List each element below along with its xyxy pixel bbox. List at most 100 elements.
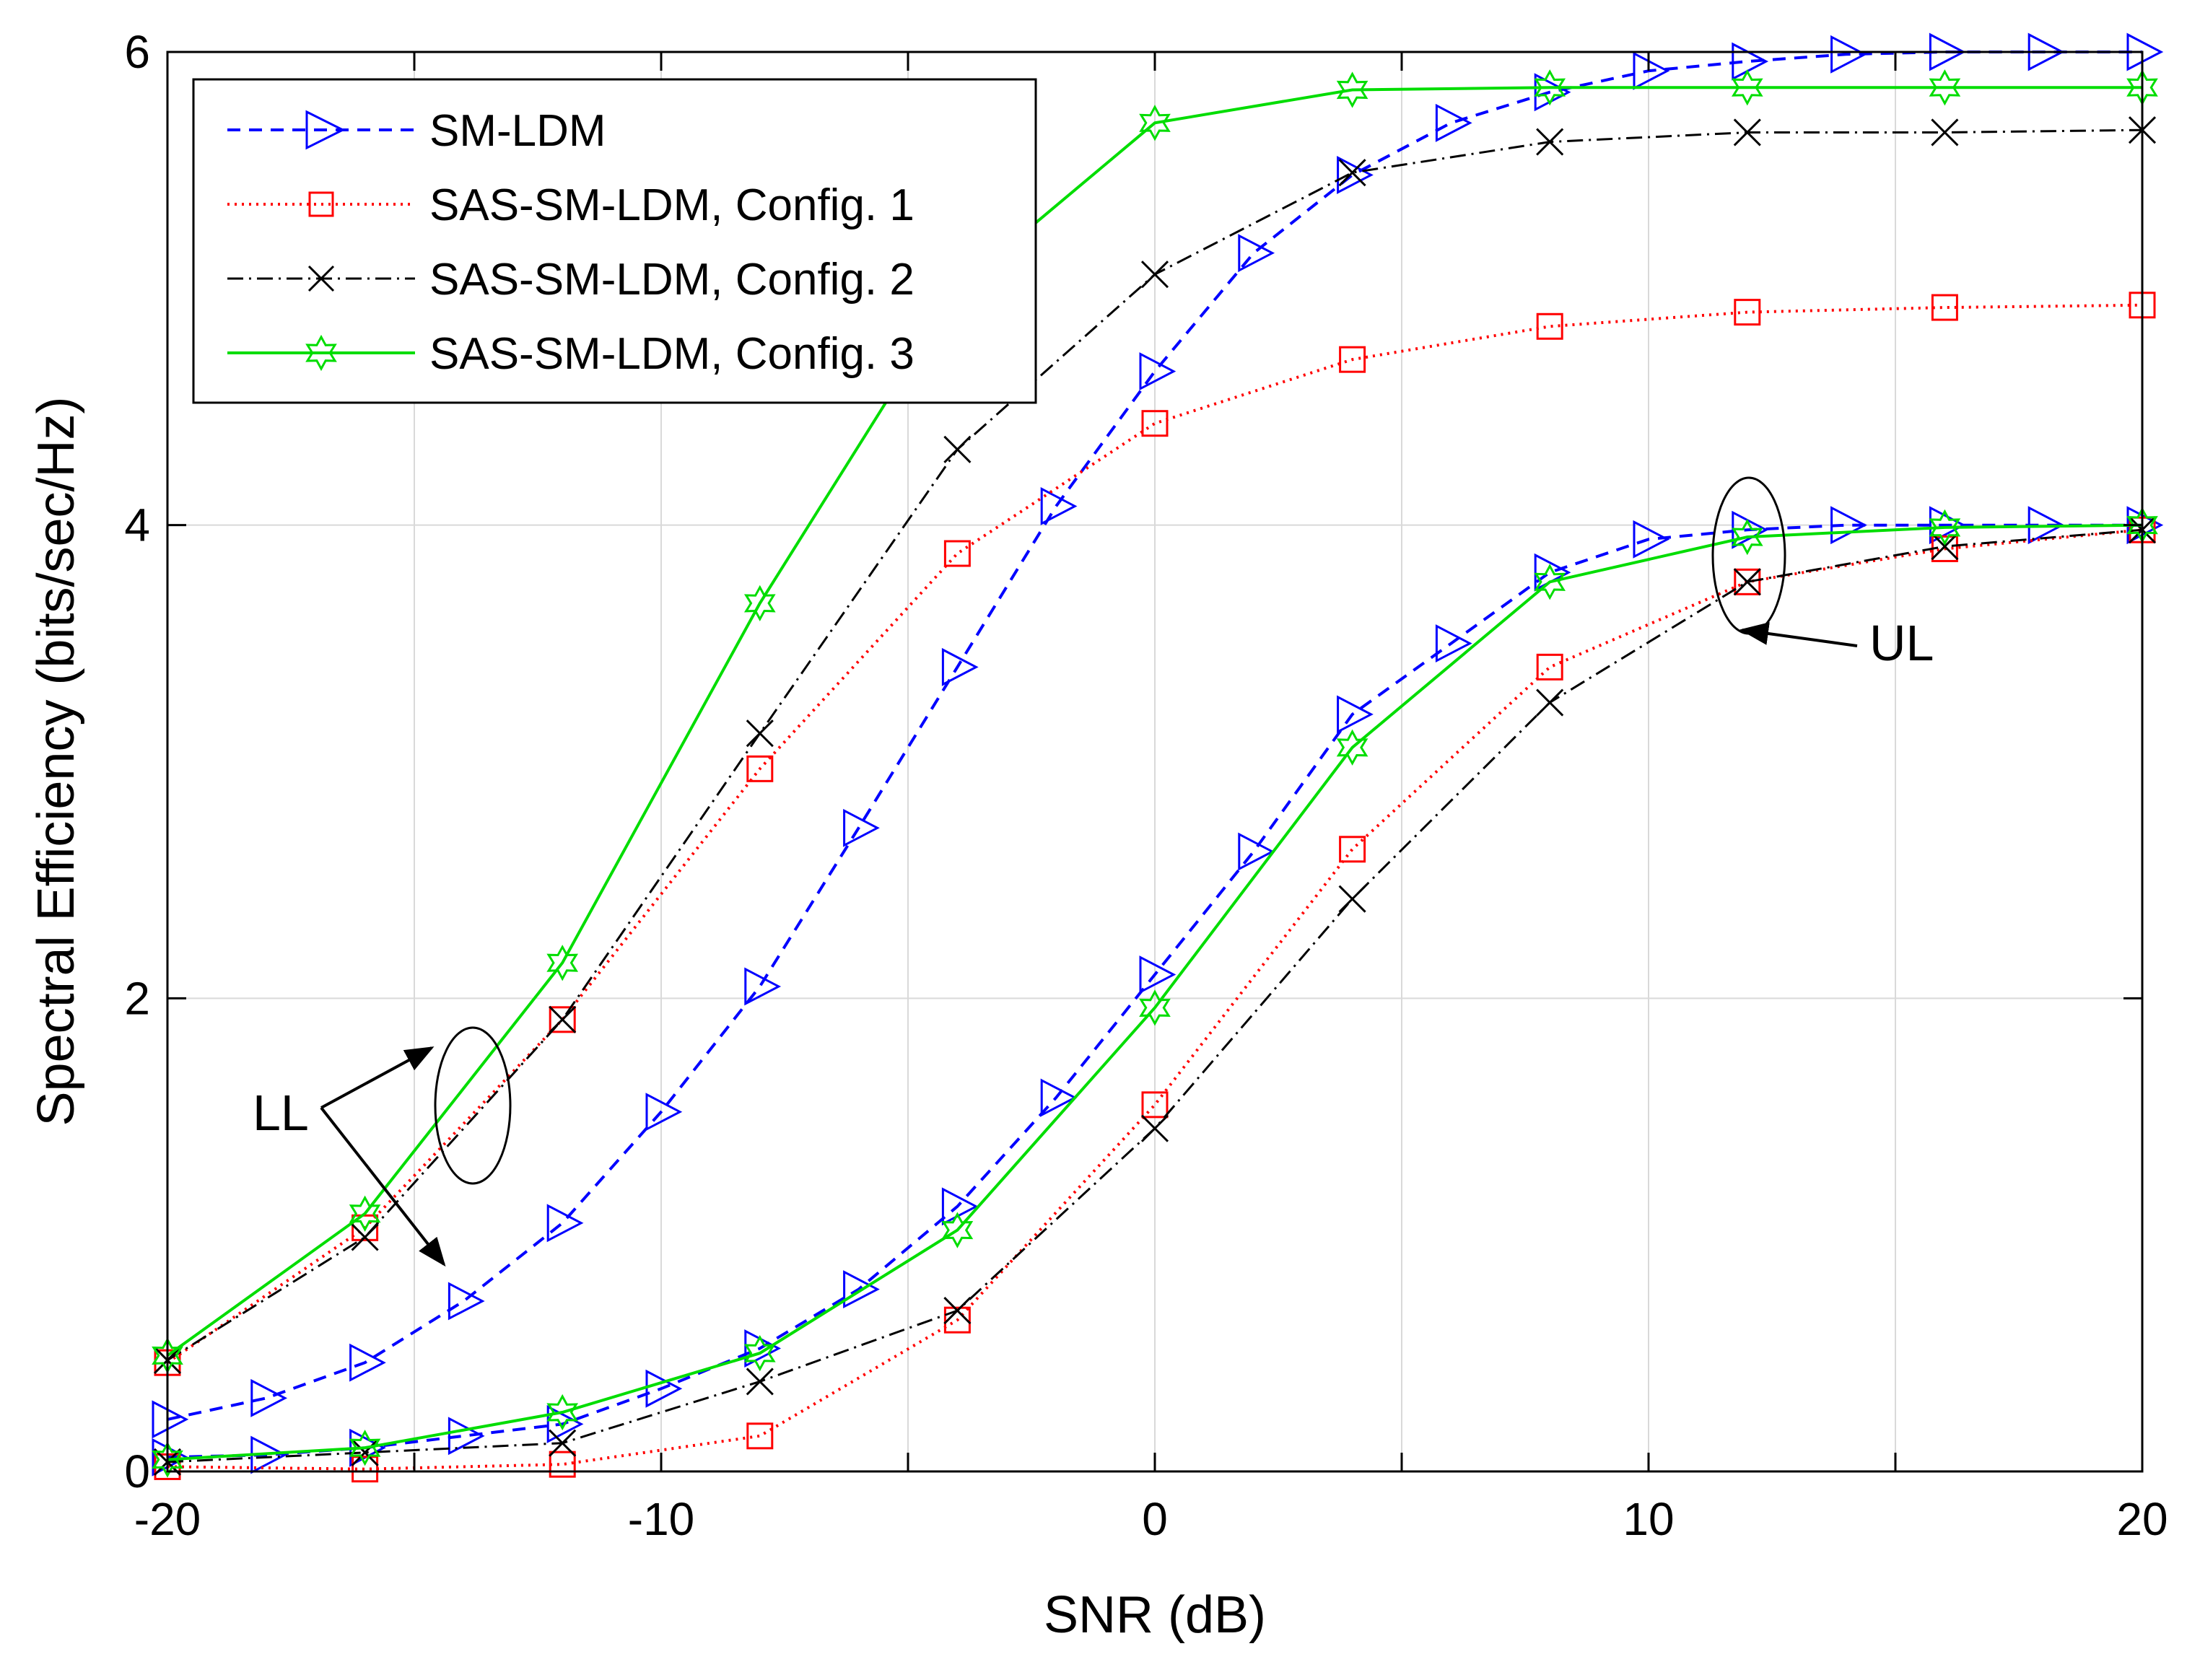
hexagram-marker — [743, 1334, 776, 1372]
square-marker — [549, 1451, 576, 1478]
triangle-marker — [1238, 234, 1275, 273]
square-marker — [1141, 410, 1169, 437]
legend-label-config-3: SAS-SM-LDM, Config. 3 — [429, 329, 914, 379]
hexagram-marker — [1139, 989, 1171, 1026]
triangle-marker — [843, 808, 880, 847]
legend-hexagram-marker — [305, 334, 337, 372]
x-marker — [549, 1429, 577, 1457]
triangle-marker — [448, 1417, 485, 1456]
legend-entry-config-2: SAS-SM-LDM, Config. 2 — [227, 255, 914, 305]
series-line — [167, 523, 2142, 1459]
square-marker — [943, 1306, 971, 1334]
triangle-marker — [448, 1282, 485, 1321]
legend-entry-sm-ldm: SM-LDM — [227, 106, 606, 156]
ul-arrow — [1739, 622, 1858, 647]
triangle-marker — [645, 1369, 683, 1408]
triangle-marker — [1435, 624, 1472, 663]
triangle-marker — [152, 1400, 189, 1439]
triangle-marker — [546, 1204, 584, 1243]
triangle-marker — [1830, 35, 1867, 74]
square-marker — [1536, 653, 1563, 681]
ll-ellipse — [434, 1026, 512, 1185]
x-marker — [549, 1005, 577, 1033]
hexagram-marker — [349, 1195, 381, 1232]
y-tick-label: 2 — [124, 972, 150, 1024]
triangle-marker — [1139, 352, 1177, 391]
square-marker — [549, 1006, 576, 1033]
triangle-marker — [1238, 832, 1275, 871]
legend-label-sm-ldm: SM-LDM — [429, 106, 606, 156]
x-axis-label: SNR (dB) — [1044, 1586, 1266, 1644]
x-marker — [1338, 159, 1366, 187]
triangle-marker — [1040, 1078, 1078, 1117]
x-tick-label: 0 — [1142, 1493, 1168, 1545]
series-layer — [152, 32, 2164, 1483]
x-tick-label: 20 — [2116, 1493, 2168, 1545]
triangle-marker — [546, 1404, 584, 1443]
hexagram-marker — [546, 945, 579, 981]
hexagram-marker — [1731, 518, 1763, 556]
triangle-marker — [1139, 955, 1177, 994]
triangle-marker — [744, 967, 782, 1006]
ll-label: LL — [253, 1085, 309, 1141]
x-marker — [351, 1438, 379, 1466]
triangle-marker — [941, 1187, 979, 1226]
square-marker — [1536, 312, 1563, 340]
hexagram-marker — [1534, 69, 1566, 106]
triangle-marker — [349, 1343, 386, 1382]
legend-entry-config-3: SAS-SM-LDM, Config. 3 — [227, 329, 914, 379]
x-marker — [943, 1297, 972, 1325]
x-tick-label: -10 — [628, 1493, 695, 1545]
triangle-marker — [1337, 155, 1374, 194]
x-marker — [746, 719, 774, 748]
series-ul-7 — [152, 507, 2158, 1478]
square-marker — [943, 540, 971, 567]
x-marker — [1140, 261, 1169, 289]
x-marker — [1931, 118, 1959, 146]
hexagram-marker — [1731, 69, 1763, 106]
x-marker — [1733, 118, 1761, 146]
annotation-ll: LL — [253, 1026, 512, 1267]
y-tick-label: 6 — [124, 26, 150, 78]
triangle-marker — [250, 1378, 288, 1417]
square-marker — [1734, 568, 1761, 595]
square-marker — [1339, 836, 1366, 863]
x-marker — [1140, 1114, 1169, 1142]
square-marker — [746, 1422, 774, 1450]
legend: SM-LDM SAS-SM-LDM, Config. 1 SAS-SM-LDM,… — [192, 78, 1037, 404]
legend-x-marker — [307, 265, 335, 292]
square-marker — [352, 1456, 379, 1483]
series-ll-0 — [152, 32, 2164, 1439]
ll-arrow-lower — [320, 1106, 446, 1267]
legend-entry-config-1: SAS-SM-LDM, Config. 1 — [227, 180, 914, 230]
x-marker — [1536, 688, 1564, 717]
hexagram-marker — [1929, 509, 1961, 546]
x-marker — [351, 1223, 379, 1251]
square-marker — [1734, 299, 1761, 326]
hexagram-marker — [349, 1430, 381, 1466]
tick-layer: -20 -10 0 10 20 0 2 4 6 — [124, 26, 2168, 1545]
x-marker — [943, 435, 972, 463]
hexagram-marker — [941, 1212, 974, 1248]
hexagram-marker — [152, 1441, 183, 1478]
x-tick-label: -20 — [134, 1493, 201, 1545]
triangle-marker — [941, 647, 979, 686]
legend-label-config-2: SAS-SM-LDM, Config. 2 — [429, 255, 914, 305]
hexagram-marker — [1534, 564, 1566, 600]
legend-label-config-1: SAS-SM-LDM, Config. 1 — [429, 180, 914, 230]
hexagram-marker — [1336, 71, 1368, 108]
triangle-marker — [1435, 103, 1472, 142]
triangle-marker — [1337, 695, 1374, 734]
series-line — [167, 523, 2143, 1461]
legend-triangle-marker — [305, 110, 346, 150]
triangle-marker — [1040, 486, 1078, 525]
hexagram-marker — [546, 1394, 579, 1431]
y-tick-label: 0 — [124, 1445, 150, 1497]
x-marker — [1338, 885, 1366, 913]
annotation-ul: UL — [1711, 476, 1934, 671]
triangle-marker — [1830, 506, 1867, 545]
square-marker — [1141, 1091, 1169, 1119]
x-marker — [1931, 533, 1959, 561]
x-marker — [1536, 128, 1564, 156]
x-tick-label: 10 — [1623, 1493, 1674, 1545]
